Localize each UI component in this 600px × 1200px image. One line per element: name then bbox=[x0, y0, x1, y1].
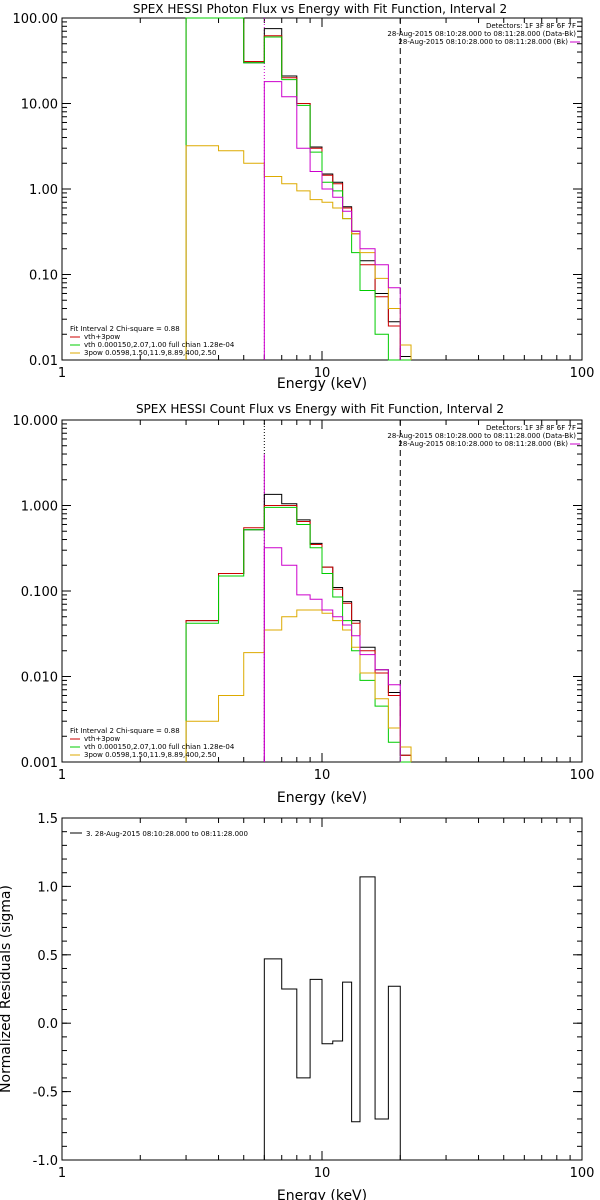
count-flux-ytick-label: 0.100 bbox=[21, 585, 58, 600]
photon-flux-series-4 bbox=[263, 81, 401, 360]
residuals-ytick-label: -1.0 bbox=[33, 1154, 58, 1169]
residuals-ytick-label: 0.5 bbox=[37, 949, 58, 964]
residuals-ylabel: Normalized Residuals (sigma) bbox=[0, 885, 14, 1093]
photon-flux-fit-info: Fit Interval 2 Chi-square = 0.88 bbox=[70, 325, 180, 333]
residuals-ytick-label: 1.5 bbox=[37, 812, 58, 827]
photon-flux-leg-3: 3pow 0.0598,1.50,11.9,8.89,400,2.50 bbox=[84, 349, 216, 357]
count-flux-series-4 bbox=[263, 547, 401, 762]
count-flux-interval-databk: 28-Aug-2015 08:10:28.000 to 08:11:28.000… bbox=[387, 432, 576, 440]
count-flux-series-1 bbox=[185, 505, 412, 762]
photon-flux-ytick-label: 1.00 bbox=[29, 183, 58, 198]
photon-flux-xtick-label: 100 bbox=[570, 366, 595, 381]
residuals-xtick-label: 100 bbox=[570, 1166, 595, 1181]
residuals-series-0 bbox=[263, 876, 401, 1160]
photon-flux-detectors: Detectors: 1F 3F 8F 6F 7F bbox=[486, 22, 576, 30]
photon-flux-xlabel: Energy (keV) bbox=[277, 376, 367, 392]
photon-flux-leg-1: vth+3pow bbox=[84, 333, 120, 341]
count-flux-ytick-label: 0.001 bbox=[21, 756, 58, 771]
count-flux-leg-2: vth 0.000150,2.07,1.00 full chian 1.28e-… bbox=[84, 743, 235, 751]
residuals-series bbox=[263, 876, 401, 1160]
photon-flux-ytick-label: 100.00 bbox=[13, 12, 59, 27]
photon-flux-xtick-label: 10 bbox=[314, 366, 331, 381]
count-flux-ytick-label: 10.000 bbox=[13, 414, 59, 429]
photon-flux-series-3 bbox=[185, 145, 412, 360]
count-flux-leg-1: vth+3pow bbox=[84, 735, 120, 743]
photon-flux-interval-databk: 28-Aug-2015 08:10:28.000 to 08:11:28.000… bbox=[387, 30, 576, 38]
residuals-xtick-label: 1 bbox=[58, 1166, 66, 1181]
count-flux-panel: SPEX HESSI Count Flux vs Energy with Fit… bbox=[13, 402, 595, 806]
count-flux-ticks: 1 10 100 0.001 0.010 0.100 1.000 10.000 bbox=[13, 414, 595, 783]
photon-flux-leg-2: vth 0.000150,2.07,1.00 full chian 1.28e-… bbox=[84, 341, 235, 349]
count-flux-detectors: Detectors: 1F 3F 8F 6F 7F bbox=[486, 424, 576, 432]
photon-flux-interval-bk: 28-Aug-2015 08:10:28.000 to 08:11:28.000… bbox=[398, 38, 568, 46]
residuals-ytick-label: -0.5 bbox=[33, 1086, 58, 1101]
count-flux-xlabel: Energy (keV) bbox=[277, 790, 367, 806]
residuals-ticks: 1 10 100 -1.0 -0.5 0.0 0.5 1.0 1.5 bbox=[33, 812, 595, 1181]
count-flux-xtick-label: 10 bbox=[314, 768, 331, 783]
photon-flux-series-1 bbox=[185, 17, 412, 361]
count-flux-ytick-label: 1.000 bbox=[21, 500, 58, 515]
photon-flux-series-0 bbox=[185, 17, 412, 360]
photon-flux-ytick-label: 0.01 bbox=[29, 354, 58, 369]
residuals-ytick-label: 0.0 bbox=[37, 1017, 58, 1032]
photon-flux-xtick-label: 1 bbox=[58, 366, 66, 381]
count-flux-xtick-label: 100 bbox=[570, 768, 595, 783]
photon-flux-title: SPEX HESSI Photon Flux vs Energy with Fi… bbox=[133, 2, 507, 16]
residuals-ytick-label: 1.0 bbox=[37, 880, 58, 895]
residuals-legend: 3. 28-Aug-2015 08:10:28.000 to 08:11:28.… bbox=[86, 830, 248, 838]
count-flux-frame bbox=[61, 419, 583, 763]
count-flux-fit-info: Fit Interval 2 Chi-square = 0.88 bbox=[70, 727, 180, 735]
count-flux-series-0 bbox=[185, 493, 412, 762]
photon-flux-ticks: 1 10 100 0.01 0.10 1.00 10.00 100.00 bbox=[13, 12, 595, 381]
residuals-xtick-label: 10 bbox=[314, 1166, 331, 1181]
count-flux-series bbox=[185, 493, 412, 763]
residuals-panel: 1 10 100-1.0-0.50.00.51.01.5 Energy (keV) … bbox=[0, 812, 594, 1200]
photon-flux-panel: SPEX HESSI Photon Flux vs Energy with Fi… bbox=[13, 2, 595, 392]
count-flux-ytick-label: 0.010 bbox=[21, 671, 58, 686]
photon-flux-series-2 bbox=[185, 17, 412, 361]
residuals-xlabel: Energy (keV) bbox=[277, 1188, 367, 1200]
count-flux-xtick-label: 1 bbox=[58, 768, 66, 783]
count-flux-series-3 bbox=[185, 609, 412, 762]
photon-flux-ytick-label: 10.00 bbox=[21, 98, 58, 113]
count-flux-series-2 bbox=[185, 506, 412, 763]
count-flux-title: SPEX HESSI Count Flux vs Energy with Fit… bbox=[136, 402, 504, 416]
photon-flux-series bbox=[185, 17, 412, 361]
count-flux-leg-3: 3pow 0.0598,1.50,11.9,8.89,400,2.50 bbox=[84, 751, 216, 759]
count-flux-interval-bk: 28-Aug-2015 08:10:28.000 to 08:11:28.000… bbox=[398, 440, 568, 448]
photon-flux-ytick-label: 0.10 bbox=[29, 269, 58, 284]
